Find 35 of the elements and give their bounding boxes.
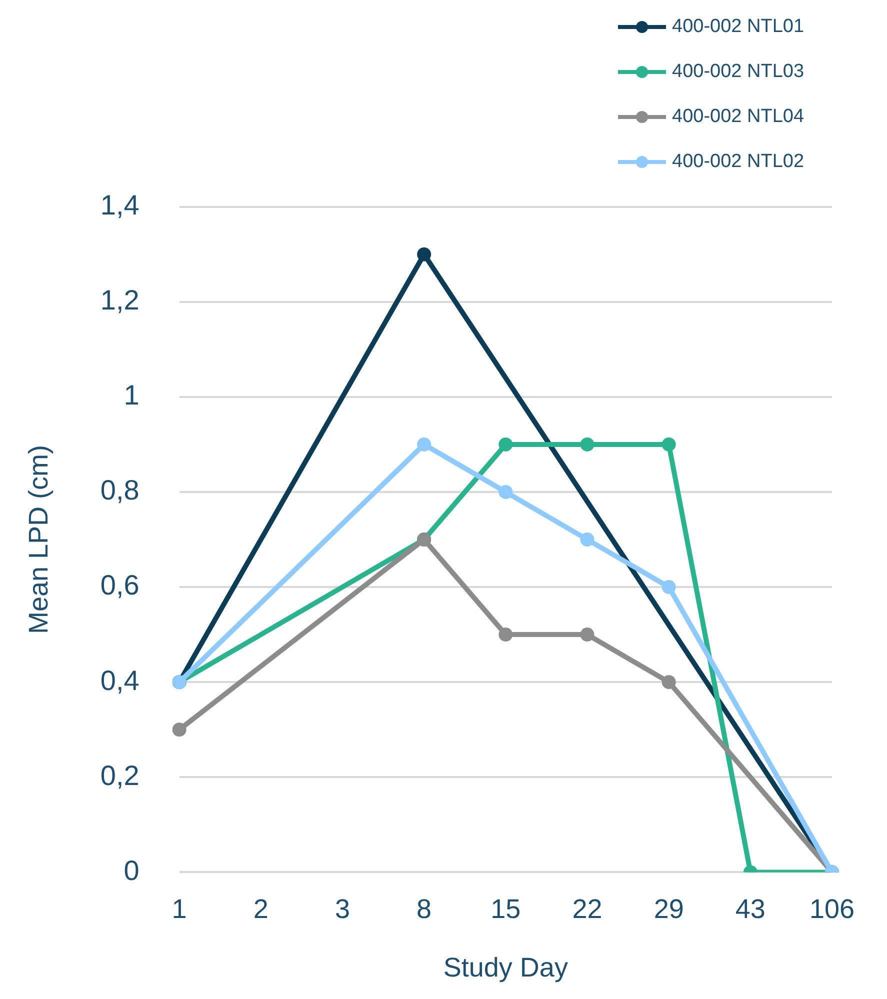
legend-label: 400-002 NTL01 (672, 16, 804, 38)
point (580, 437, 594, 452)
y-tick-label: 1,2 (100, 284, 140, 316)
x-axis-title: Study Day (443, 952, 568, 982)
point (662, 675, 676, 690)
point (662, 580, 676, 594)
y-tick-label: 0,4 (100, 664, 140, 696)
y-tick-label: 0,2 (100, 760, 140, 791)
x-tick-label: 22 (572, 894, 602, 924)
point (417, 437, 432, 452)
point (498, 484, 513, 499)
x-tick-label: 2 (253, 894, 268, 924)
x-tick-label: 43 (735, 894, 766, 924)
x-tick-label: 8 (416, 894, 432, 924)
point (417, 247, 432, 262)
point (498, 437, 513, 452)
y-axis-title: Mean LPD (cm) (24, 444, 54, 634)
x-tick-label: 106 (809, 894, 855, 924)
legend-label: 400-002 NTL02 (672, 150, 804, 172)
x-tick-label: 3 (334, 894, 350, 924)
y-tick-label: 1,4 (100, 190, 140, 221)
legend-label: 400-002 NTL03 (672, 60, 804, 82)
x-tick-label: 29 (654, 894, 684, 924)
point (580, 532, 594, 546)
legend-label: 400-002 NTL04 (672, 106, 804, 128)
y-tick-label: 1 (124, 380, 140, 411)
point (172, 722, 186, 737)
x-tick-label: 15 (490, 894, 521, 924)
y-tick-label: 0,8 (100, 474, 140, 506)
point (662, 437, 676, 452)
point (580, 628, 594, 642)
y-tick-label: 0,6 (100, 570, 140, 601)
point (498, 628, 513, 642)
x-tick-label: 1 (172, 894, 187, 924)
y-tick-label: 0 (124, 854, 140, 886)
